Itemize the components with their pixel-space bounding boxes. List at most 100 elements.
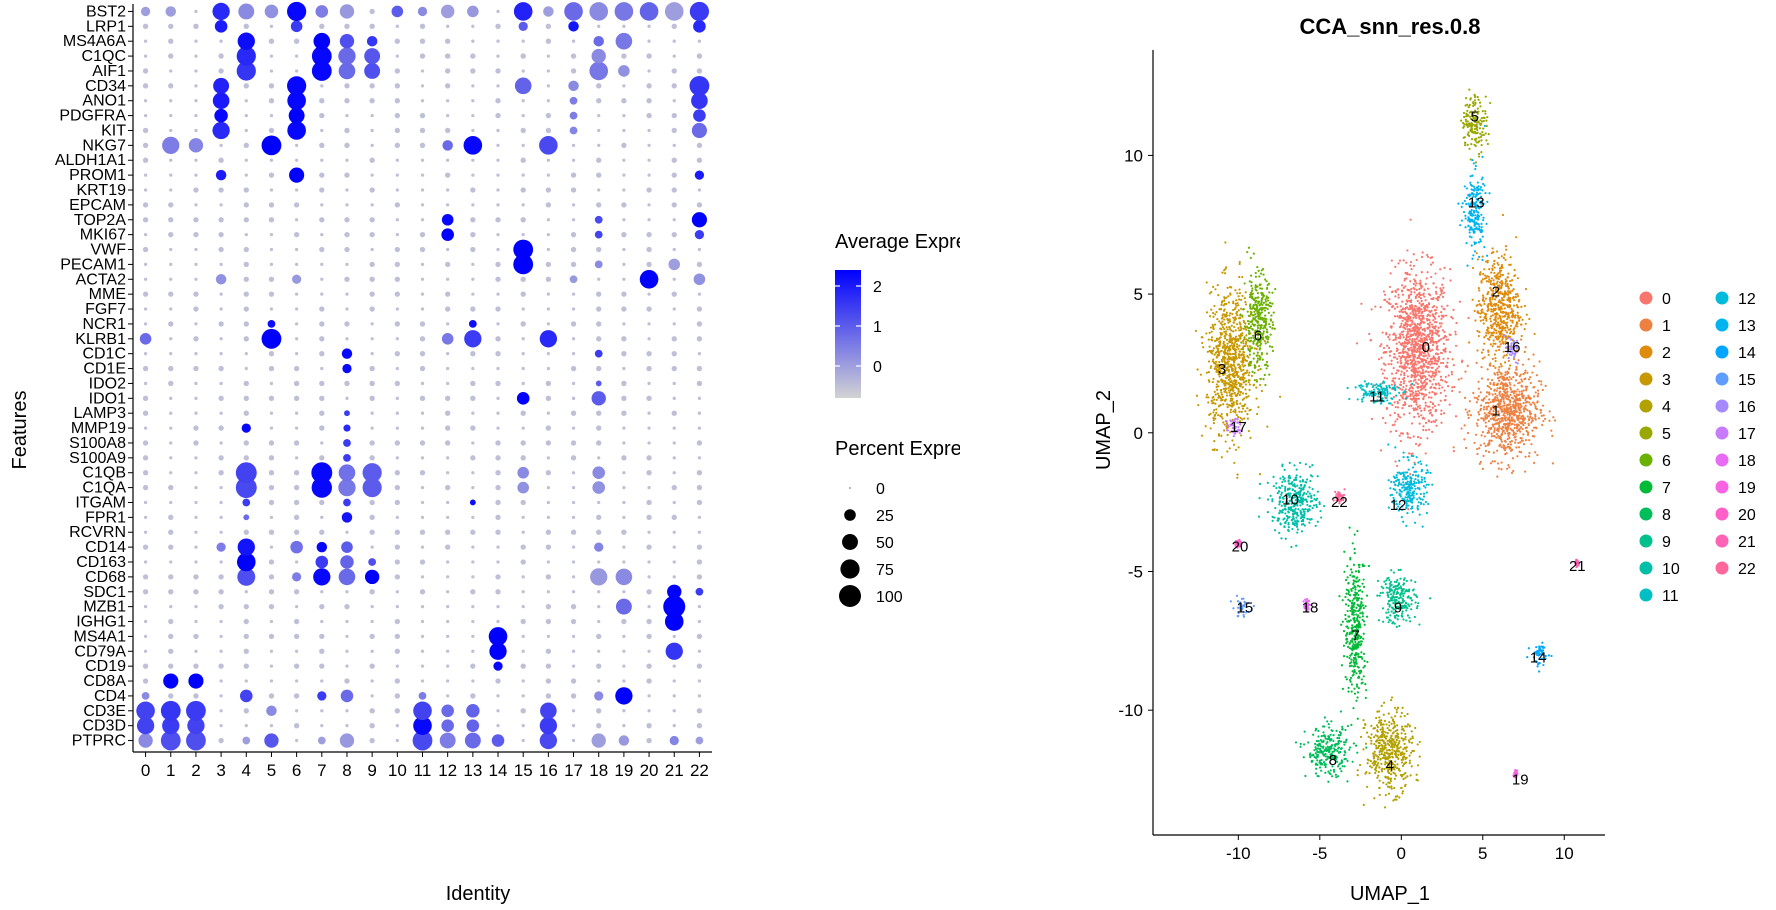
- dot: [446, 619, 450, 624]
- dot: [169, 69, 173, 73]
- dot: [344, 231, 350, 238]
- cell-point: [1534, 413, 1537, 416]
- cell-point: [1223, 327, 1226, 330]
- cell-point: [1428, 374, 1431, 377]
- cell-point: [1499, 394, 1502, 397]
- dot: [194, 54, 198, 58]
- cell-point: [1238, 410, 1241, 413]
- cell-point: [1237, 304, 1240, 307]
- cell-point: [1427, 360, 1431, 364]
- cell-point: [1473, 309, 1476, 313]
- cell-point: [1395, 749, 1399, 752]
- cell-point: [1379, 306, 1382, 309]
- dot: [697, 292, 702, 296]
- cell-point: [1510, 416, 1513, 419]
- dot: [697, 411, 702, 415]
- cell-point: [1243, 364, 1247, 367]
- cell-point: [1212, 315, 1215, 318]
- feature-label: KRT19: [76, 182, 126, 199]
- dot: [496, 203, 500, 207]
- dot: [596, 529, 602, 535]
- cell-point: [1222, 342, 1225, 345]
- cell-point: [1410, 741, 1414, 744]
- dot: [570, 618, 577, 625]
- cell-point: [1402, 385, 1405, 389]
- dot: [345, 262, 349, 267]
- cell-point: [1532, 353, 1535, 356]
- dot: [268, 559, 275, 565]
- cell-point: [1501, 394, 1505, 397]
- dot: [521, 69, 525, 73]
- cell-point: [1235, 299, 1238, 302]
- cell-point: [1236, 476, 1239, 479]
- dot: [193, 23, 199, 29]
- cell-point: [1416, 309, 1420, 313]
- cell-point: [1227, 321, 1230, 324]
- cell-point: [1477, 418, 1480, 421]
- cell-point: [1416, 382, 1419, 386]
- cell-point: [1499, 362, 1502, 366]
- cell-point: [1489, 286, 1492, 290]
- dot: [168, 618, 174, 625]
- dot: [647, 694, 651, 698]
- dot: [293, 663, 300, 669]
- cell-point: [1498, 300, 1502, 303]
- cell-point: [1494, 315, 1497, 318]
- cell-point: [1509, 383, 1512, 386]
- dot: [696, 633, 703, 640]
- cell-point: [1514, 441, 1517, 444]
- dot: [420, 500, 425, 505]
- cell-point: [1420, 308, 1423, 311]
- cell-point: [1517, 300, 1520, 303]
- dot: [294, 426, 299, 430]
- cell-point: [1213, 353, 1216, 356]
- cell-point: [1485, 260, 1488, 263]
- cell-point: [1401, 333, 1404, 336]
- cell-point: [1223, 390, 1226, 393]
- dot: [570, 693, 577, 699]
- cell-point: [1466, 364, 1469, 367]
- cell-point: [1233, 376, 1236, 379]
- dot: [369, 231, 375, 238]
- dot: [446, 679, 450, 683]
- cell-point: [1408, 327, 1411, 331]
- dot: [369, 23, 375, 29]
- cell-point: [1494, 415, 1497, 418]
- dot: [311, 462, 333, 484]
- feature-label: C1QB: [82, 465, 126, 482]
- dot: [345, 530, 349, 534]
- cell-point: [1451, 389, 1454, 393]
- cell-point: [1454, 330, 1457, 333]
- dot: [419, 142, 426, 149]
- cell-point: [1217, 394, 1221, 397]
- dot: [639, 2, 659, 21]
- cell-point: [1419, 436, 1422, 440]
- dot: [571, 724, 576, 728]
- dot: [142, 142, 149, 149]
- dot: [168, 291, 174, 297]
- cell-point: [1503, 408, 1506, 411]
- cell-point: [1502, 396, 1505, 399]
- cell-point: [1484, 449, 1488, 453]
- dot: [596, 246, 602, 253]
- cell-point: [1435, 286, 1438, 289]
- cell-point: [1521, 363, 1525, 366]
- cell-point: [1493, 460, 1496, 463]
- dot: [672, 426, 676, 430]
- cell-point: [1504, 311, 1507, 314]
- dot: [143, 322, 148, 326]
- dot: [168, 574, 174, 580]
- dot: [470, 589, 476, 595]
- dot: [521, 233, 525, 237]
- cell-point: [1427, 287, 1430, 290]
- dot: [287, 76, 307, 96]
- dot: [671, 484, 677, 491]
- cell-point: [1544, 384, 1547, 387]
- cell-point: [1376, 758, 1379, 761]
- feature-label: ITGAM: [75, 494, 126, 511]
- cell-point: [1225, 326, 1228, 329]
- cell-point: [1421, 387, 1424, 390]
- dot: [697, 396, 702, 400]
- dot: [160, 700, 181, 721]
- cell-point: [1396, 361, 1399, 364]
